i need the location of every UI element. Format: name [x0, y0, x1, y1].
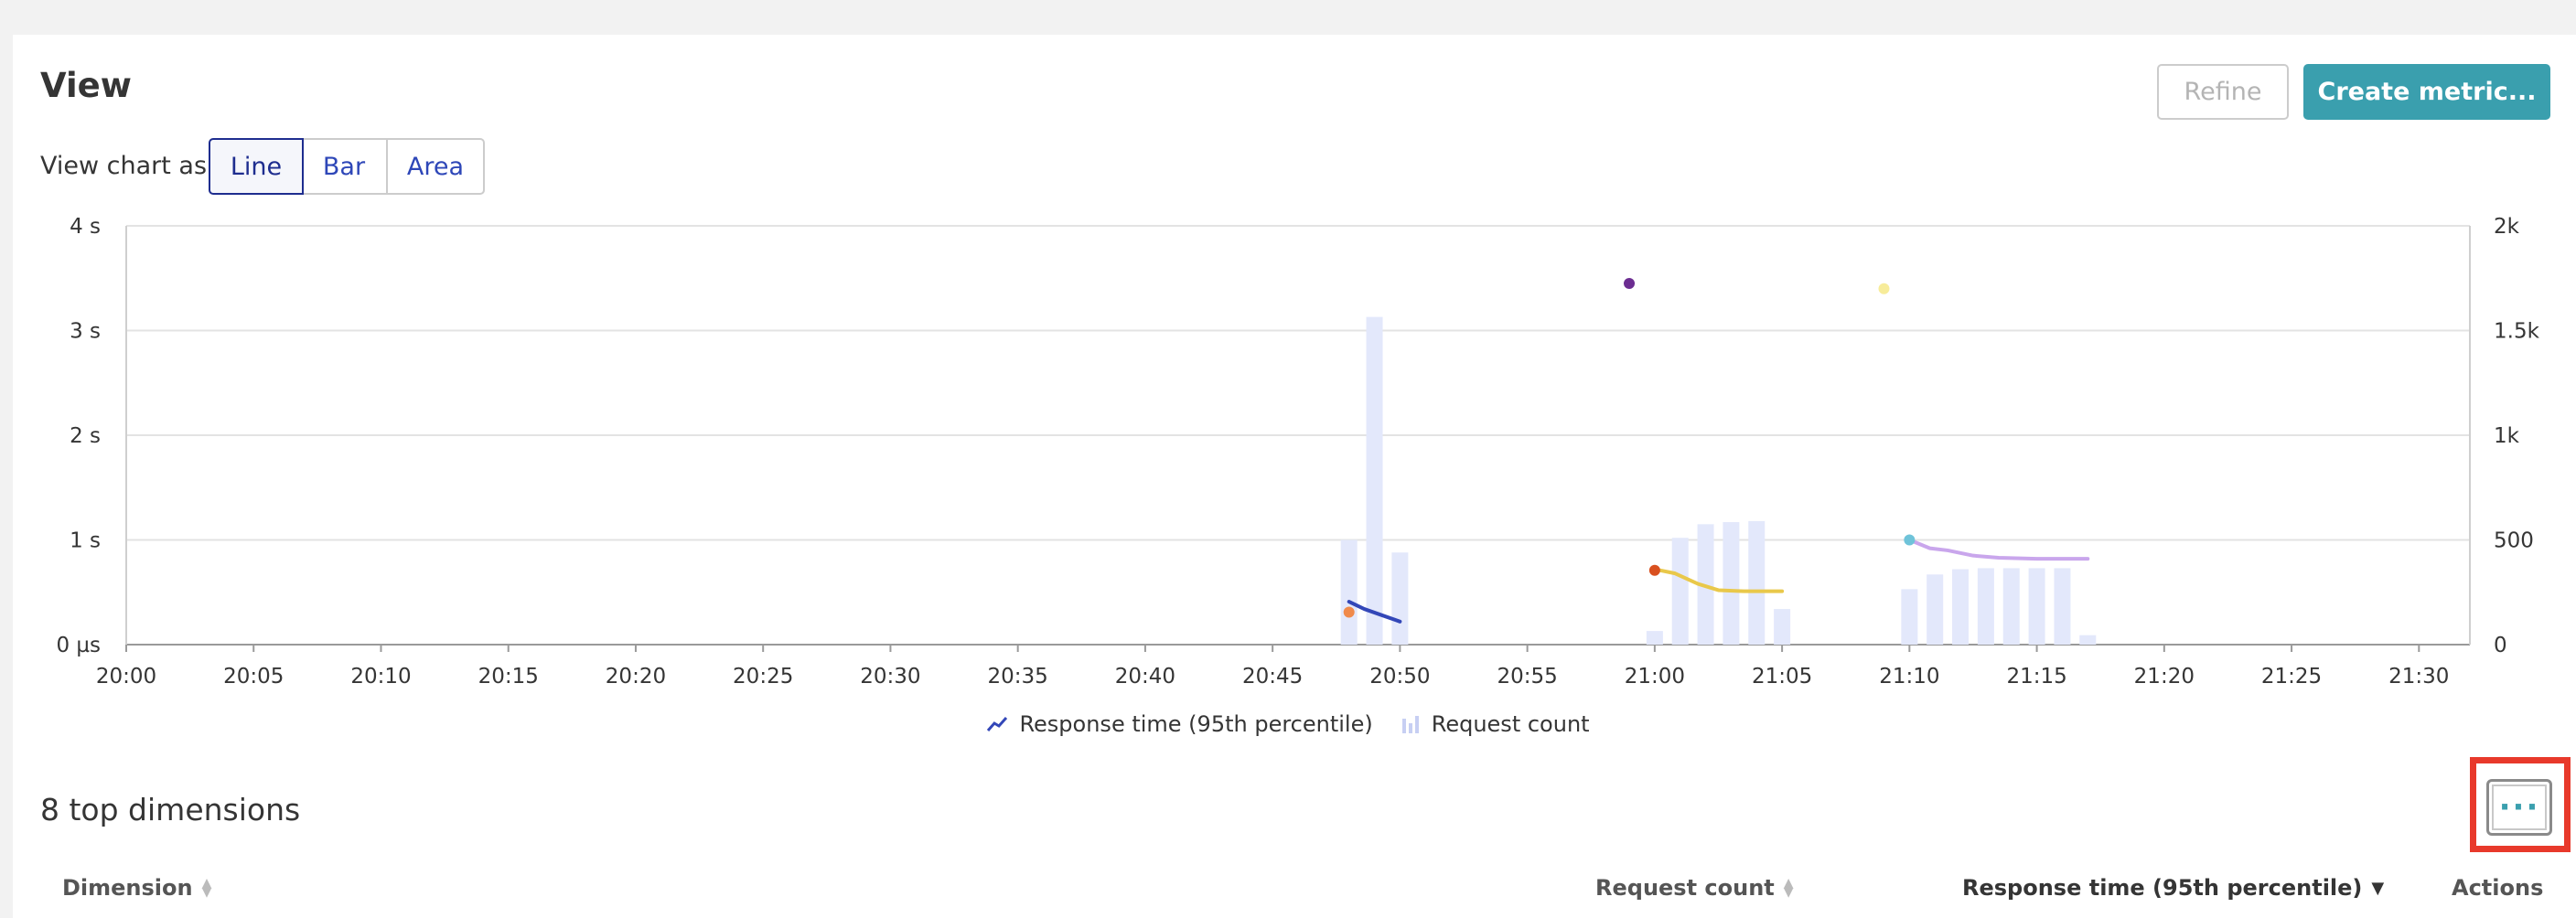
x-tick-label: 21:10 [1879, 665, 1939, 688]
x-tick-label: 20:15 [478, 665, 539, 688]
response-time-point [1648, 564, 1660, 576]
request-count-bar [1671, 538, 1689, 645]
x-tick-label: 20:30 [860, 665, 920, 688]
x-tick-label: 21:15 [2006, 665, 2066, 688]
request-count-bar [2079, 635, 2097, 645]
request-count-bar [1366, 316, 1383, 645]
request-count-bar [2002, 568, 2020, 645]
legend-item-response-time[interactable]: Response time (95th percentile) [986, 711, 1373, 737]
request-count-bar [1723, 522, 1740, 645]
legend-label-request-count: Request count [1431, 711, 1590, 737]
legend-label-response-time: Response time (95th percentile) [1019, 711, 1373, 737]
y-right-tick-label: 1k [2494, 424, 2520, 448]
x-tick-label: 20:00 [96, 665, 156, 688]
refine-button[interactable]: Refine [2157, 64, 2289, 120]
request-count-bar [1952, 569, 1970, 645]
column-header-response-time[interactable]: Response time (95th percentile) ▼ [1962, 875, 2385, 901]
column-header-request-count[interactable]: Request count ▲ ▼ [1595, 875, 1794, 901]
request-count-bar [1391, 552, 1409, 645]
x-tick-label: 20:35 [988, 665, 1048, 688]
request-count-bar [1927, 574, 1944, 645]
request-count-bar [2028, 568, 2045, 645]
x-tick-label: 20:55 [1497, 665, 1557, 688]
ellipsis-icon: ··· [2498, 789, 2540, 826]
x-tick-label: 20:25 [733, 665, 793, 688]
column-header-actions: Actions [2452, 875, 2544, 901]
response-time-point [1878, 283, 1890, 294]
request-count-bar [1340, 539, 1358, 645]
x-tick-label: 20:10 [350, 665, 411, 688]
highlight-box [2470, 757, 2571, 852]
request-count-bar [1646, 631, 1663, 645]
y-left-tick-label: 0 µs [56, 634, 101, 657]
response-time-point [1904, 534, 1916, 546]
request-count-bar [1901, 589, 1918, 645]
x-tick-label: 21:30 [2388, 665, 2449, 688]
response-time-point [1624, 277, 1636, 289]
response-time-point [1343, 606, 1355, 618]
response-time-line [1652, 567, 1785, 593]
chart-type-area-button[interactable]: Area [386, 138, 485, 195]
response-time-line [1907, 538, 2090, 561]
more-options-button[interactable]: ··· [2486, 779, 2552, 836]
x-tick-label: 21:05 [1752, 665, 1812, 688]
request-count-bar [1774, 609, 1791, 645]
chart-legend: Response time (95th percentile) Request … [0, 711, 2576, 737]
x-tick-label: 20:40 [1115, 665, 1175, 688]
request-count-bars [1340, 316, 2097, 645]
y-right-tick-label: 0 [2494, 634, 2507, 657]
x-tick-label: 21:25 [2261, 665, 2322, 688]
x-tick-label: 20:45 [1242, 665, 1303, 688]
y-left-tick-label: 2 s [70, 424, 101, 448]
line-chart-icon [987, 717, 1008, 731]
sort-icon: ▲ ▼ [1783, 876, 1794, 900]
response-time-lines [1347, 538, 2090, 624]
top-dimensions-title: 8 top dimensions [40, 792, 301, 827]
y-right-tick-label: 500 [2494, 529, 2534, 553]
x-tick-label: 21:20 [2134, 665, 2195, 688]
y-right-tick-label: 2k [2494, 215, 2520, 239]
bar-chart-icon [1401, 716, 1419, 733]
request-count-bar [1748, 520, 1766, 645]
y-left-tick-label: 1 s [70, 529, 101, 553]
sort-icon: ▲ ▼ [201, 876, 212, 900]
sort-descending-icon: ▼ [2371, 878, 2385, 898]
x-tick-label: 20:50 [1369, 665, 1430, 688]
x-tick-label: 20:05 [223, 665, 284, 688]
response-time-markers [1343, 277, 1916, 618]
chart-grid [125, 225, 2471, 646]
create-metric-button[interactable]: Create metric... [2303, 64, 2550, 120]
page-title: View [40, 66, 132, 105]
legend-item-request-count[interactable]: Request count [1401, 711, 1590, 737]
response-time-line [1347, 600, 1402, 624]
response-time-chart: 0 µs 0 1 s 500 2 s 1k 3 s 1.5k 4 s 2k 20:00 20:05 20… [56, 215, 2539, 688]
column-header-dimension[interactable]: Dimension ▲ ▼ [62, 875, 212, 901]
chart-type-bar-button[interactable]: Bar [302, 138, 388, 195]
request-count-bar [1977, 568, 1994, 645]
y-left-tick-label: 3 s [70, 320, 101, 344]
y-left-tick-label: 4 s [70, 215, 101, 239]
chart-type-line-button[interactable]: Line [209, 138, 304, 195]
chart-type-label: View chart as: [40, 152, 216, 180]
request-count-bar [2054, 568, 2071, 645]
x-tick-label: 20:20 [606, 665, 666, 688]
x-tick-label: 21:00 [1625, 665, 1685, 688]
chart-axes: 0 µs 0 1 s 500 2 s 1k 3 s 1.5k 4 s 2k 20:00 20:05 20… [56, 215, 2539, 688]
y-right-tick-label: 1.5k [2494, 320, 2540, 344]
